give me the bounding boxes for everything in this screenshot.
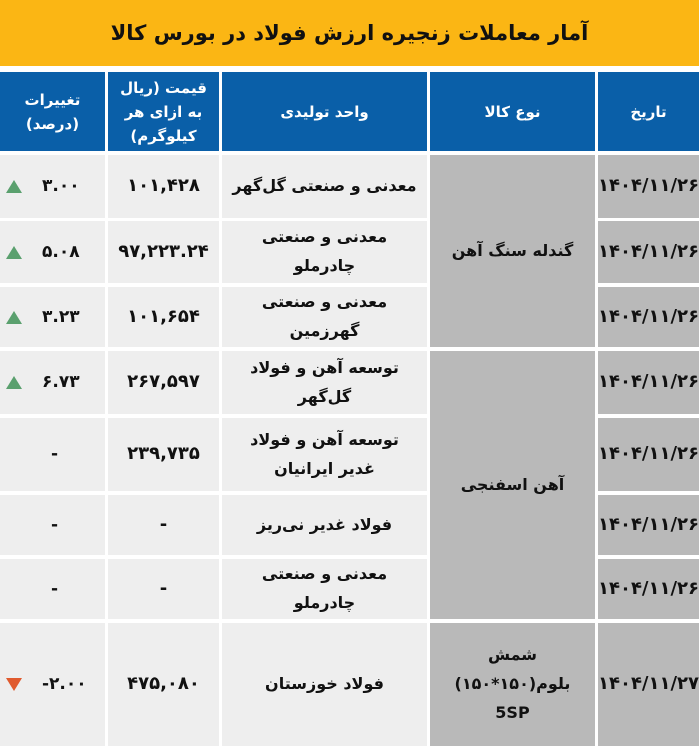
header-unit: واحد تولیدی — [222, 72, 427, 151]
change-cell: -۲.۰۰ — [0, 623, 105, 746]
price-cell: ۹۷,۲۲۳.۲۴ — [108, 221, 219, 283]
date-cell: ۱۴۰۴/۱۱/۲۷ — [598, 623, 699, 746]
header-date: تاریخ — [598, 72, 699, 151]
producer-cell: معدنی و صنعتی چادرملو — [222, 221, 427, 283]
producer-cell: توسعه آهن و فولاد گل‌گهر — [222, 351, 427, 414]
date-cell: ۱۴۰۴/۱۱/۲۶ — [598, 155, 699, 218]
producer-cell: توسعه آهن و فولاد غدیر ایرانیان — [222, 418, 427, 491]
change-value: -۲.۰۰ — [42, 674, 87, 695]
commodity-type-cell: آهن اسفنجی — [430, 351, 595, 619]
date-cell: ۱۴۰۴/۱۱/۲۶ — [598, 221, 699, 283]
producer-cell: فولاد غدیر نی‌ریز — [222, 495, 427, 555]
change-value: - — [50, 578, 59, 599]
date-cell: ۱۴۰۴/۱۱/۲۶ — [598, 287, 699, 347]
date-cell: ۱۴۰۴/۱۱/۲۶ — [598, 559, 699, 619]
change-value: ۳.۰۰ — [42, 176, 80, 197]
date-cell: ۱۴۰۴/۱۱/۲۶ — [598, 351, 699, 414]
triangle-up-icon — [6, 245, 22, 259]
change-cell: ۵.۰۸ — [0, 221, 105, 283]
change-cell: - — [0, 418, 105, 491]
price-cell: ۴۷۵,۰۸۰ — [108, 623, 219, 746]
change-value: ۳.۲۳ — [42, 306, 80, 327]
change-value: - — [50, 444, 59, 465]
triangle-up-icon — [6, 310, 22, 324]
commodity-type-cell: شمش بلوم(۱۵۰*۱۵۰) 5SP — [430, 623, 595, 746]
price-cell: - — [108, 559, 219, 619]
change-value: - — [50, 514, 59, 535]
price-cell: ۱۰۱,۶۵۴ — [108, 287, 219, 347]
producer-cell: معدنی و صنعتی چادرملو — [222, 559, 427, 619]
triangle-up-icon — [6, 376, 22, 389]
change-cell: ۶.۷۳ — [0, 351, 105, 414]
commodity-type-cell: گندله سنگ آهن — [430, 155, 595, 347]
header-type: نوع کالا — [430, 72, 595, 151]
triangle-down-icon — [6, 678, 22, 691]
producer-cell: معدنی و صنعتی گل‌گهر — [222, 155, 427, 218]
producer-cell: فولاد خوزستان — [222, 623, 427, 746]
header-price: قیمت (ریال به ازای هر کیلوگرم) — [108, 72, 219, 151]
producer-cell: معدنی و صنعتی گهرزمین — [222, 287, 427, 347]
change-cell: - — [0, 559, 105, 619]
header-change: تغییرات (درصد) — [0, 72, 105, 151]
change-value: ۶.۷۳ — [42, 372, 80, 393]
price-cell: ۲۳۹,۷۳۵ — [108, 418, 219, 491]
change-cell: ۳.۲۳ — [0, 287, 105, 347]
price-cell: ۱۰۱,۴۲۸ — [108, 155, 219, 218]
change-cell: ۳.۰۰ — [0, 155, 105, 218]
change-cell: - — [0, 495, 105, 555]
triangle-up-icon — [6, 180, 22, 193]
price-cell: - — [108, 495, 219, 555]
table-title: آمار معاملات زنجیره ارزش فولاد در بورس ک… — [0, 0, 699, 66]
change-value: ۵.۰۸ — [42, 241, 80, 262]
date-cell: ۱۴۰۴/۱۱/۲۶ — [598, 418, 699, 491]
date-cell: ۱۴۰۴/۱۱/۲۶ — [598, 495, 699, 555]
price-cell: ۲۶۷,۵۹۷ — [108, 351, 219, 414]
